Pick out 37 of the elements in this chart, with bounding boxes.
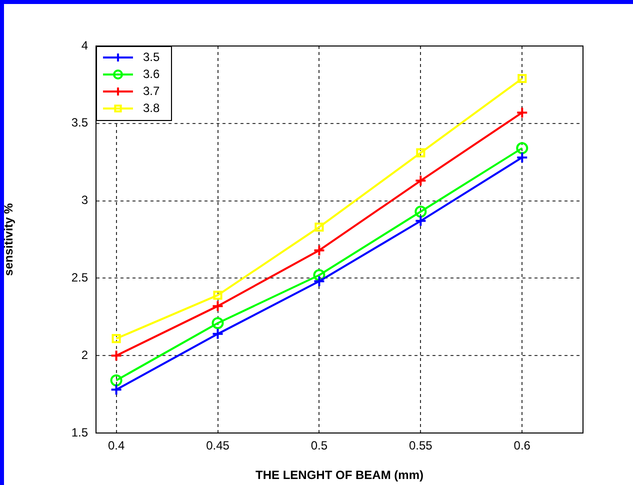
point xyxy=(313,275,326,288)
point xyxy=(213,290,222,300)
point xyxy=(414,174,427,187)
y-tick-label: 2 xyxy=(81,348,88,362)
legend-label: 3.8 xyxy=(143,100,160,115)
point xyxy=(212,300,224,312)
point xyxy=(110,374,122,386)
point xyxy=(518,74,527,84)
x-tick-label: 0.6 xyxy=(514,438,531,453)
point xyxy=(516,142,528,154)
y-tick-label: 4 xyxy=(81,38,88,52)
legend-label: 3.7 xyxy=(143,84,160,98)
y-tick-label: 2.5 xyxy=(71,270,88,285)
point xyxy=(212,317,224,330)
point xyxy=(112,334,121,344)
x-tick-label: 0.5 xyxy=(310,438,328,453)
legend-label: 3.5 xyxy=(143,50,160,64)
y-tick-label: 3 xyxy=(81,193,88,208)
legend-label: 3.6 xyxy=(143,66,160,81)
point xyxy=(110,384,122,396)
x-tick-label: 0.55 xyxy=(408,438,433,453)
point xyxy=(314,222,324,232)
point xyxy=(313,269,326,282)
y-tick-label: 1.5 xyxy=(71,425,88,440)
point xyxy=(516,151,528,164)
point xyxy=(414,214,427,227)
y-tick-label: 3.5 xyxy=(71,116,88,130)
x-axis-title: THE LENGHT OF BEAM (mm) xyxy=(256,468,424,482)
point xyxy=(414,206,427,218)
point xyxy=(110,350,122,362)
point xyxy=(313,244,326,256)
point xyxy=(516,106,528,119)
y-axis-title: sensitivity % xyxy=(2,202,16,276)
point xyxy=(212,328,224,340)
point xyxy=(416,148,426,158)
x-tick-label: 0.4 xyxy=(108,438,125,453)
x-tick-label: 0.45 xyxy=(206,438,230,453)
